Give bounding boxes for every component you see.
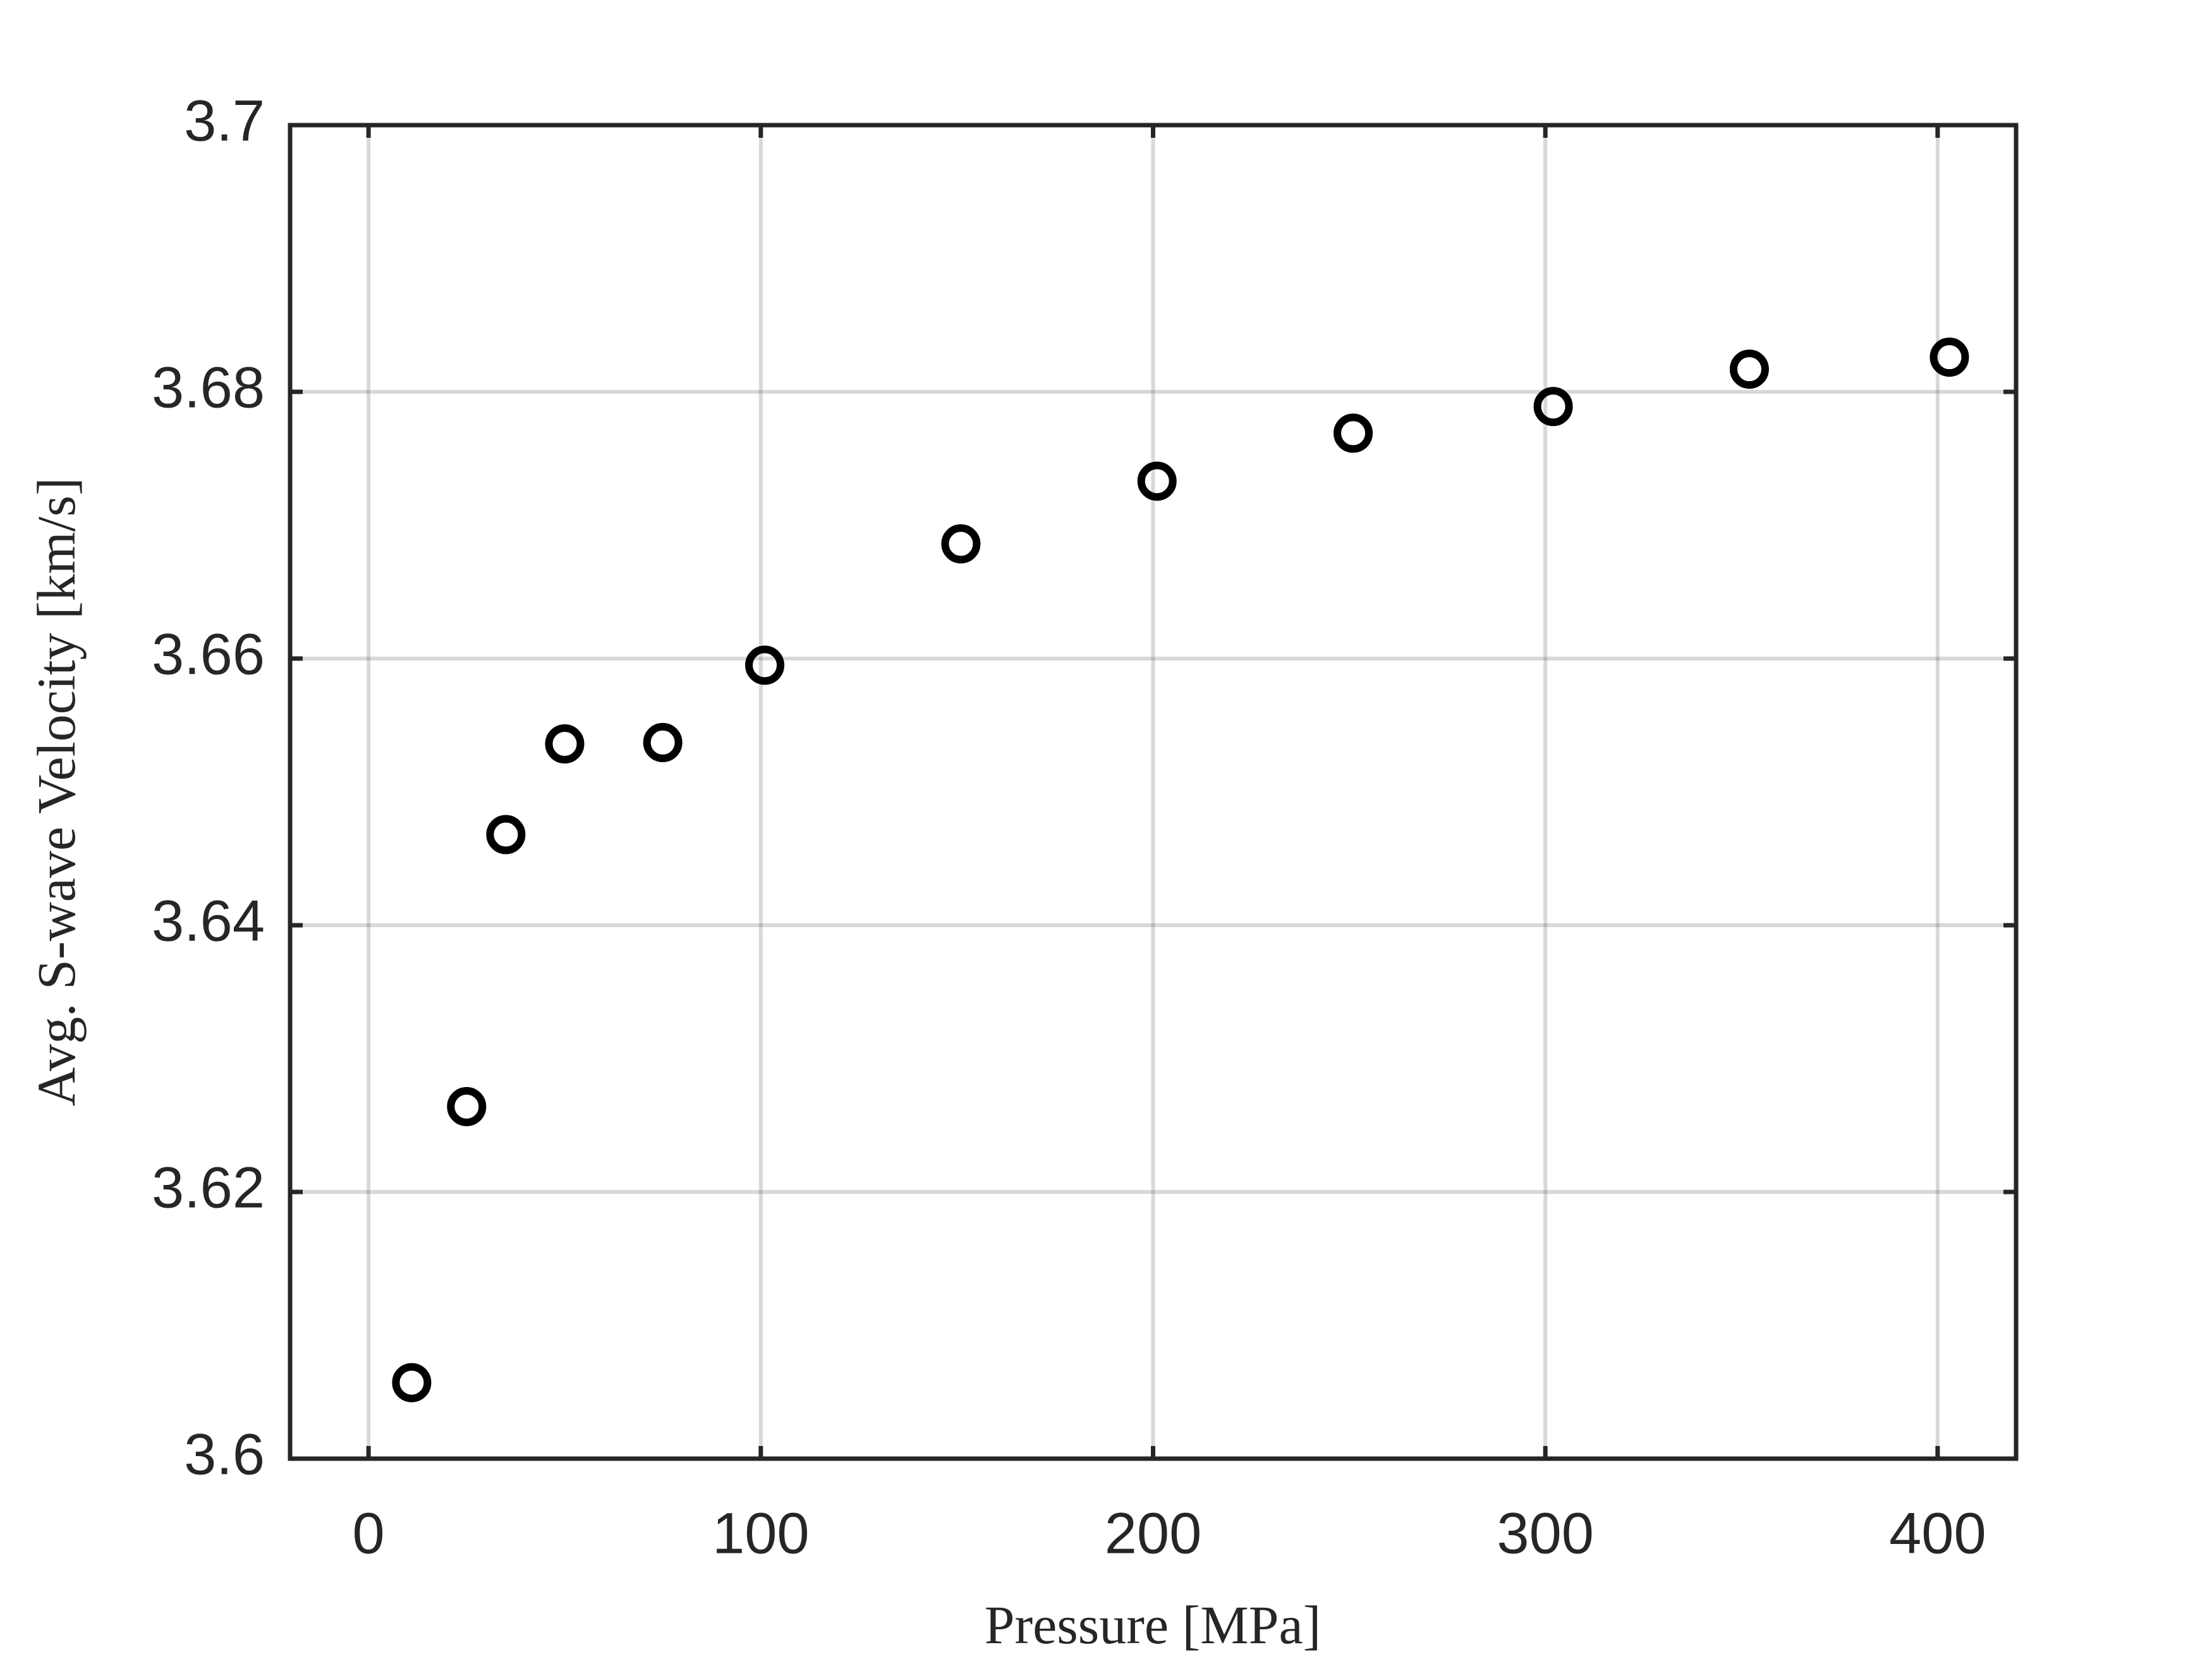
data-point <box>447 1086 487 1126</box>
data-point <box>643 722 683 762</box>
marks <box>392 337 1969 1402</box>
data-point <box>941 524 981 564</box>
data-point <box>392 1363 432 1402</box>
y-tick-label: 3.7 <box>184 88 265 153</box>
y-tick-label: 3.66 <box>152 622 265 686</box>
data-point <box>1929 337 1969 377</box>
x-tick-label: 0 <box>353 1501 385 1565</box>
x-axis-label: Pressure [MPa] <box>985 1595 1322 1655</box>
data-point <box>1137 461 1177 501</box>
y-tick-label: 3.6 <box>184 1422 265 1486</box>
data-point <box>1533 387 1573 427</box>
data-point <box>1334 413 1373 453</box>
data-point <box>545 724 585 764</box>
x-tick-label: 100 <box>712 1501 810 1565</box>
y-tick-label: 3.62 <box>152 1155 265 1220</box>
y-tick-label: 3.68 <box>152 355 265 420</box>
y-tick-label: 3.64 <box>152 889 265 953</box>
data-point <box>745 645 785 685</box>
x-tick-label: 300 <box>1497 1501 1594 1565</box>
x-tick-label: 400 <box>1889 1501 1986 1565</box>
x-tick-label: 200 <box>1105 1501 1202 1565</box>
y-axis-label: Avg. S-wave Velocity [km/s] <box>26 477 87 1106</box>
data-point <box>1729 349 1769 389</box>
data-point <box>486 815 526 854</box>
